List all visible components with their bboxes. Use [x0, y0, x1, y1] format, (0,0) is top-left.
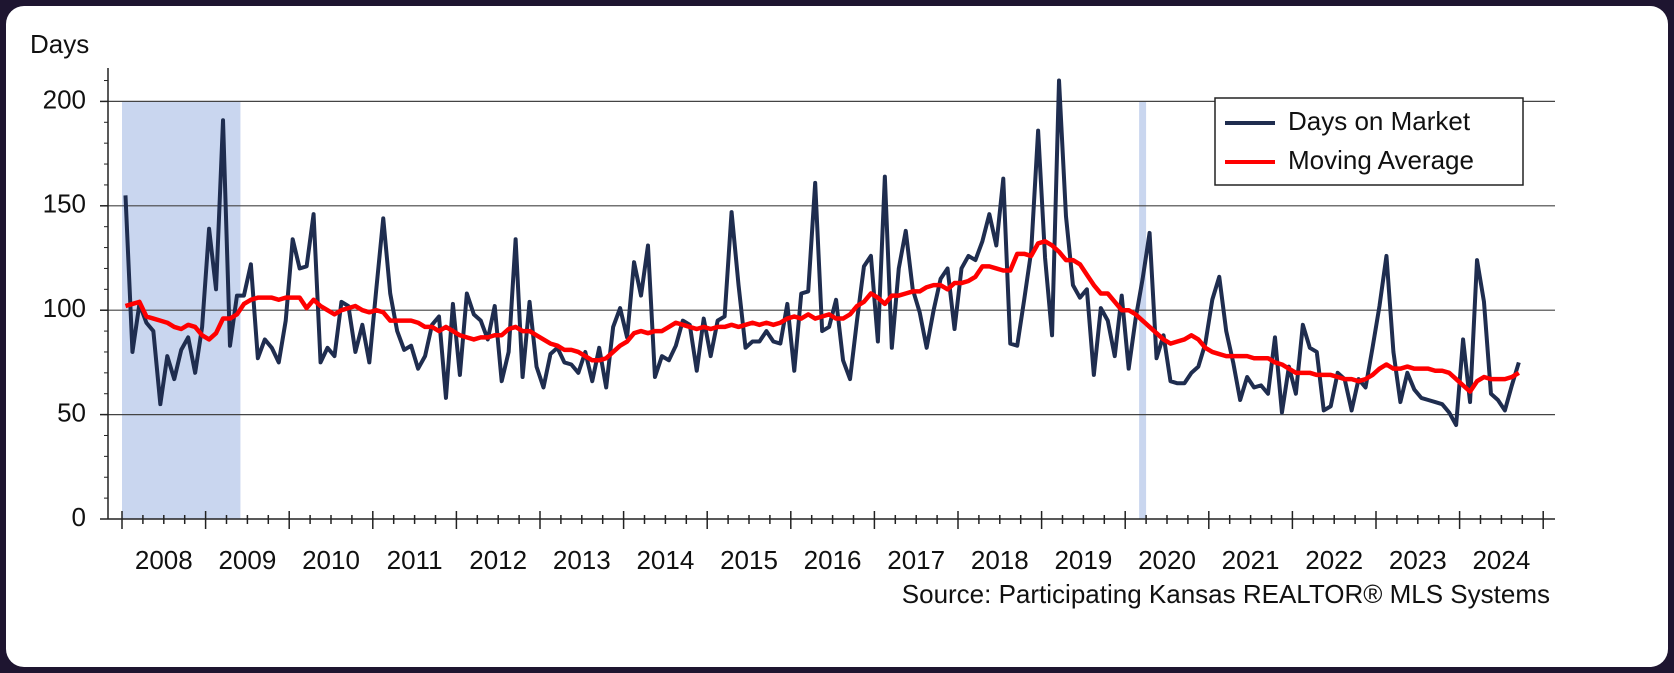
x-tick-label: 2014	[636, 545, 694, 575]
y-tick-label: 200	[43, 84, 86, 114]
series-line	[123, 78, 1521, 428]
x-tick-label: 2008	[135, 545, 193, 575]
x-tick-label: 2020	[1138, 545, 1196, 575]
x-tick-label: 2023	[1389, 545, 1447, 575]
x-tick-label: 2024	[1472, 545, 1530, 575]
x-tick-label: 2019	[1054, 545, 1112, 575]
x-tick-label: 2010	[302, 545, 360, 575]
y-tick-label: 50	[57, 397, 86, 427]
y-tick-label: 150	[43, 189, 86, 219]
legend-label: Moving Average	[1288, 145, 1474, 175]
x-tick-label: 2015	[720, 545, 778, 575]
x-tick-label: 2009	[218, 545, 276, 575]
series-line	[124, 239, 1520, 394]
x-tick-label: 2012	[469, 545, 527, 575]
x-tick-label: 2013	[553, 545, 611, 575]
x-tick-label: 2018	[971, 545, 1029, 575]
x-tick-label: 2011	[387, 545, 443, 575]
source-note: Source: Participating Kansas REALTOR® ML…	[902, 579, 1550, 609]
y-axis-title: Days	[30, 29, 89, 59]
x-tick-label: 2016	[804, 545, 862, 575]
legend-label: Days on Market	[1288, 106, 1471, 136]
y-tick-label: 0	[72, 502, 86, 532]
x-tick-label: 2017	[887, 545, 945, 575]
x-tick-label: 2022	[1305, 545, 1363, 575]
x-tick-label: 2021	[1222, 545, 1280, 575]
y-tick-label: 100	[43, 293, 86, 323]
legend-box	[1214, 97, 1524, 186]
